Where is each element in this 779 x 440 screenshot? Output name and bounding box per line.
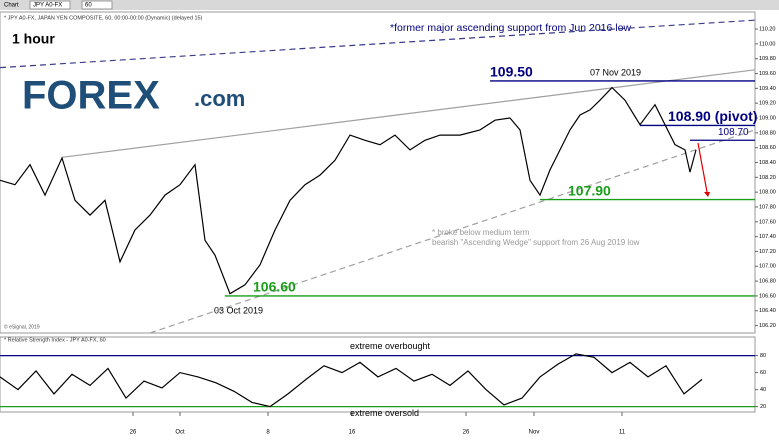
interval-box[interactable] xyxy=(81,0,113,10)
x-tick-label: 8 xyxy=(266,430,270,436)
price-panel xyxy=(0,11,756,334)
y-tick-label: 108.00 xyxy=(759,190,776,196)
annotation: bearish "Ascending Wedge" support from 2… xyxy=(432,238,640,247)
annotation: * broke below medium term xyxy=(432,228,530,237)
annotation: 03 Oct 2019 xyxy=(214,305,263,315)
x-tick-label: 11 xyxy=(619,430,626,436)
x-tick-label: 16 xyxy=(349,430,356,436)
y-tick-label: 109.40 xyxy=(759,86,776,92)
y-tick-label: 108.80 xyxy=(759,130,776,136)
y-tick-label: 109.20 xyxy=(759,101,776,107)
logo: FOREX xyxy=(22,74,160,118)
symbol[interactable]: JPY A0-FX xyxy=(33,3,62,9)
window-bar xyxy=(0,0,779,10)
y-tick-label: 108.60 xyxy=(759,145,776,151)
y-tick-label: 106.20 xyxy=(759,323,776,329)
rsi-tick-label: 20 xyxy=(760,404,766,410)
symbol-box[interactable] xyxy=(29,0,71,10)
interval[interactable]: 60 xyxy=(85,3,92,9)
rsi-level-label: extreme overbought xyxy=(350,341,431,351)
level-label: 107.90 xyxy=(568,182,611,198)
annotation: 07 Nov 2019 xyxy=(590,67,641,77)
y-tick-label: 107.20 xyxy=(759,249,776,255)
series-line xyxy=(0,353,703,408)
arrow-head xyxy=(704,192,710,197)
trendline xyxy=(149,129,756,334)
y-tick-label: 107.80 xyxy=(759,204,776,210)
y-tick-label: 109.00 xyxy=(759,115,776,121)
timeframe: 1 hour xyxy=(12,31,55,47)
level-label: 108.70 xyxy=(718,127,749,138)
window-title: Chart xyxy=(4,3,19,9)
trendline xyxy=(0,19,756,69)
level-label: 109.50 xyxy=(490,64,533,80)
y-tick-label: 107.00 xyxy=(759,264,776,270)
y-tick-label: 106.40 xyxy=(759,308,776,314)
rsi-panel xyxy=(0,336,756,413)
rsi-tick-label: 40 xyxy=(760,387,766,393)
logo-suffix: .com xyxy=(194,86,245,111)
x-tick-label: 26 xyxy=(463,430,470,436)
y-tick-label: 106.80 xyxy=(759,279,776,285)
x-tick-label: Oct xyxy=(175,430,185,436)
y-tick-label: 108.20 xyxy=(759,175,776,181)
rsi-tick-label: 80 xyxy=(760,353,766,359)
series-line xyxy=(0,86,697,295)
y-tick-label: 108.40 xyxy=(759,160,776,166)
rsi-title: * Relative Strength Index - JPY A0-FX, 6… xyxy=(4,337,106,343)
level-label: 108.90 (pivot) xyxy=(668,108,757,124)
y-tick-label: 109.80 xyxy=(759,56,776,62)
arrow xyxy=(697,142,708,193)
copyright: © eSignal, 2019 xyxy=(4,323,40,330)
x-tick-label: Nov xyxy=(529,430,540,436)
annotation: *former major ascending support from Jun… xyxy=(390,22,631,34)
panel-title: * JPY A0-FX, JAPAN YEN COMPOSITE, 60, 00… xyxy=(4,15,203,21)
trendline xyxy=(61,69,756,158)
y-tick-label: 106.60 xyxy=(759,293,776,299)
y-tick-label: 110.00 xyxy=(759,41,775,47)
y-tick-label: 110.20 xyxy=(759,27,775,33)
y-tick-label: 107.40 xyxy=(759,234,776,240)
rsi-tick-label: 60 xyxy=(760,370,766,376)
y-tick-label: 109.60 xyxy=(759,71,776,77)
y-tick-label: 107.60 xyxy=(759,219,776,225)
rsi-level-label: extreme oversold xyxy=(350,408,419,418)
level-label: 106.60 xyxy=(253,279,296,295)
x-tick-label: 26 xyxy=(130,430,137,436)
